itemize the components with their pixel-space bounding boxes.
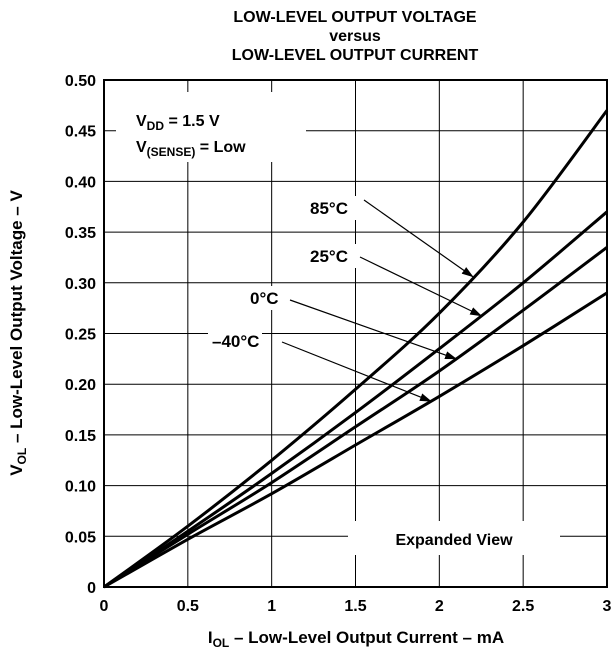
y-tick-label: 0.25	[65, 327, 96, 344]
y-tick-label: 0.15	[65, 428, 96, 445]
curve-leader-arrow-1	[359, 256, 483, 317]
chart-title-line-1: LOW-LEVEL OUTPUT VOLTAGE	[233, 9, 477, 26]
curve-leader-arrow-3	[281, 341, 432, 402]
series-line-0	[103, 109, 609, 589]
curve-label-0: 85°C	[310, 199, 348, 218]
condition-sense: V(SENSE) = Low	[136, 139, 246, 159]
chart-title-line-3: LOW-LEVEL OUTPUT CURRENT	[232, 47, 479, 64]
curve-leader-arrow-2	[289, 299, 458, 360]
y-tick-label: 0.10	[65, 479, 96, 496]
x-tick-label: 3	[603, 598, 612, 615]
y-tick-label: 0.35	[65, 225, 96, 242]
curve-label-background	[306, 196, 360, 220]
annotation-background	[348, 521, 560, 555]
curve-label-1: 25°C	[310, 247, 348, 266]
conditions-background	[116, 92, 306, 162]
y-tick-label: 0.45	[65, 124, 96, 141]
y-tick-label: 0	[87, 580, 96, 597]
series-line-3	[103, 291, 608, 589]
y-axis-title: VOL – Low-Level Output Voltage – V	[7, 190, 29, 476]
series	[103, 109, 609, 589]
y-tick-label: 0.50	[65, 73, 96, 90]
curve-labels: 85°C 25°C 0°C –40°C	[208, 196, 483, 402]
curve-leader-arrow-0	[363, 199, 474, 278]
curve-label-background	[306, 244, 360, 268]
plot-frame	[103, 79, 608, 588]
series-line-2	[103, 246, 608, 589]
x-tick-labels: 0 0.5 1 1.5 2 2.5 3	[100, 598, 612, 615]
y-tick-labels: 0 0.05 0.10 0.15 0.20 0.25 0.30 0.35 0.40 0.45 0.5…	[65, 73, 96, 597]
x-axis-title: IOL – Low-Level Output Current – mA	[208, 628, 504, 650]
x-tick-label: 2	[435, 598, 444, 615]
x-tick-label: 1.5	[344, 598, 366, 615]
x-tick-label: 2.5	[512, 598, 534, 615]
chart-title-line-2: versus	[329, 28, 381, 45]
x-tick-label: 1	[267, 598, 276, 615]
x-tick-label: 0	[100, 598, 109, 615]
curve-label-2: 0°C	[250, 289, 279, 308]
curve-label-3: –40°C	[212, 332, 259, 351]
y-tick-label: 0.30	[65, 276, 96, 293]
x-tick-label: 0.5	[177, 598, 199, 615]
expanded-view-annotation: Expanded View	[395, 532, 513, 549]
curve-label-background	[246, 286, 300, 310]
y-tick-label: 0.05	[65, 529, 96, 546]
y-tick-label: 0.40	[65, 174, 96, 191]
condition-vdd: VDD = 1.5 V	[136, 113, 220, 133]
curve-label-background	[208, 329, 262, 353]
y-tick-label: 0.20	[65, 377, 96, 394]
series-line-1	[103, 210, 608, 589]
